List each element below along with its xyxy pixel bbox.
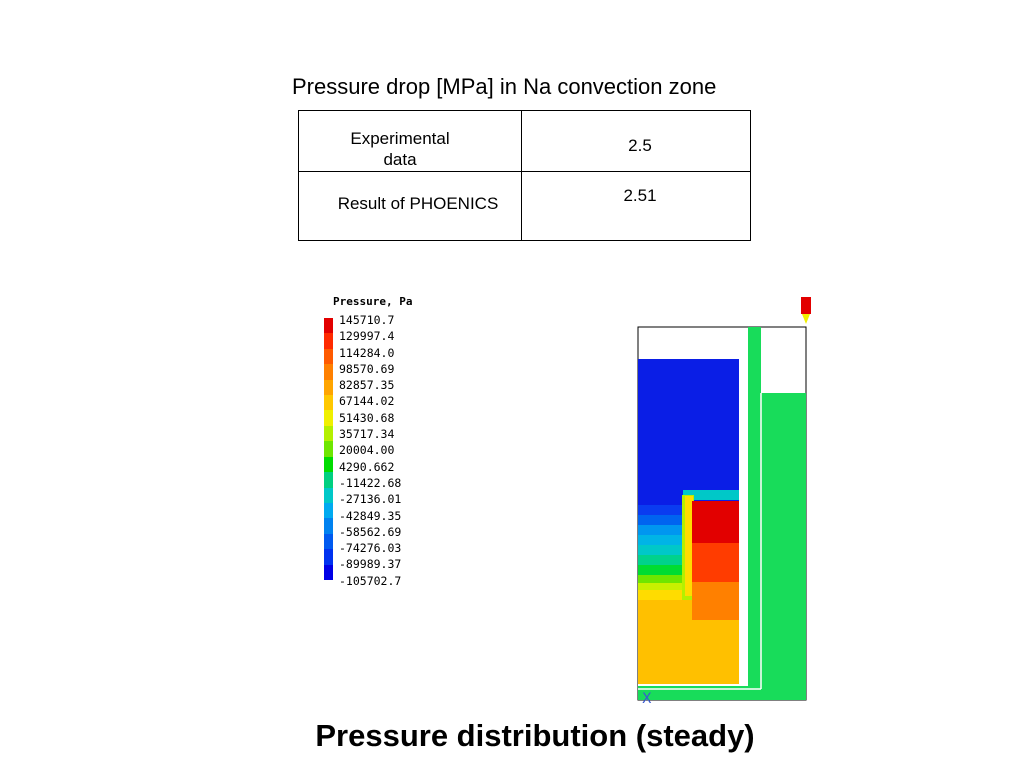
- color-scale-bar: [324, 318, 333, 581]
- contour-band: [638, 545, 693, 555]
- table-cell: [298, 171, 522, 241]
- legend-label: 4290.662: [339, 459, 395, 474]
- contour-band: [685, 496, 693, 596]
- value-experimental: 2.5: [628, 136, 652, 155]
- plot-indicator-arrow: [802, 314, 810, 324]
- contour-band: [638, 555, 693, 565]
- contour-band: [638, 583, 693, 590]
- legend-swatch: [324, 425, 333, 442]
- legend-swatch: [324, 502, 333, 519]
- legend-swatch: [324, 456, 333, 473]
- legend-swatch: [324, 472, 333, 489]
- table-cell: [521, 171, 751, 241]
- contour-band: [638, 565, 693, 575]
- legend-swatch: [324, 410, 333, 427]
- legend-swatch: [324, 564, 333, 581]
- contour-band: [638, 515, 693, 525]
- upper-low-pressure-region: [638, 359, 740, 509]
- pressure-contour-plot: X: [637, 297, 811, 707]
- legend-swatch: [324, 379, 333, 396]
- contour-band: [692, 582, 740, 620]
- legend-label: 67144.02: [339, 394, 395, 409]
- legend-label: -74276.03: [339, 541, 402, 556]
- legend-label: -58562.69: [339, 524, 402, 539]
- legend-label: 82857.35: [339, 378, 395, 393]
- contour-band: [692, 543, 740, 582]
- legend-swatch: [324, 395, 333, 411]
- row-label-line: Experimental: [350, 129, 450, 148]
- contour-band: [638, 535, 693, 545]
- legend-swatch: [324, 487, 333, 504]
- legend-swatch: [324, 348, 333, 365]
- legend-label: 51430.68: [339, 410, 395, 425]
- row-label-phoenics: Result of PHOENICS: [337, 194, 499, 213]
- legend-swatch: [324, 333, 333, 350]
- legend-label: 114284.0: [339, 345, 395, 360]
- legend-label: 129997.4: [339, 329, 395, 344]
- axis-label-x: X: [642, 691, 652, 707]
- legend-label: -89989.37: [339, 557, 402, 572]
- legend-swatch: [324, 549, 333, 566]
- legend-label: 20004.00: [339, 443, 395, 458]
- legend-label: -105702.7: [339, 573, 402, 588]
- contour-band: [638, 505, 693, 515]
- legend-values: 145710.7 129997.4 114284.0 98570.69 82857.35…: [339, 312, 401, 589]
- legend-label: 145710.7: [339, 313, 395, 327]
- table-title: Pressure drop [MPa] in Na convection zon…: [292, 74, 717, 99]
- contour-band: [683, 490, 740, 500]
- legend-label: -11422.68: [339, 475, 402, 490]
- row-label-line: data: [383, 150, 417, 169]
- legend-swatch: [324, 518, 333, 535]
- contour-band: [638, 525, 693, 535]
- legend-label: 35717.34: [339, 427, 395, 442]
- outer-channel-region: [761, 393, 806, 700]
- legend-title: Pressure, Pa: [333, 295, 413, 308]
- legend-swatch: [324, 533, 333, 550]
- value-phoenics: 2.51: [623, 186, 657, 205]
- table-cell: [298, 110, 522, 172]
- high-pressure-region: [692, 501, 740, 543]
- contour-band: [638, 575, 693, 583]
- table-row: [298, 171, 751, 241]
- legend-label: -42849.35: [339, 508, 402, 523]
- row-label-experimental: Experimental data: [320, 128, 480, 170]
- pressure-drop-table: [298, 110, 751, 241]
- legend-swatch: [324, 318, 333, 334]
- legend-swatch: [324, 364, 333, 381]
- figure-caption: Pressure distribution (steady): [315, 718, 755, 753]
- bottom-plenum-region: [638, 685, 806, 700]
- legend-label: 98570.69: [339, 361, 395, 376]
- legend-label: -27136.01: [339, 492, 402, 507]
- contour-band: [638, 590, 693, 600]
- legend-swatch: [324, 441, 333, 458]
- annulus-region: [748, 327, 761, 700]
- plot-indicator-red: [801, 297, 811, 314]
